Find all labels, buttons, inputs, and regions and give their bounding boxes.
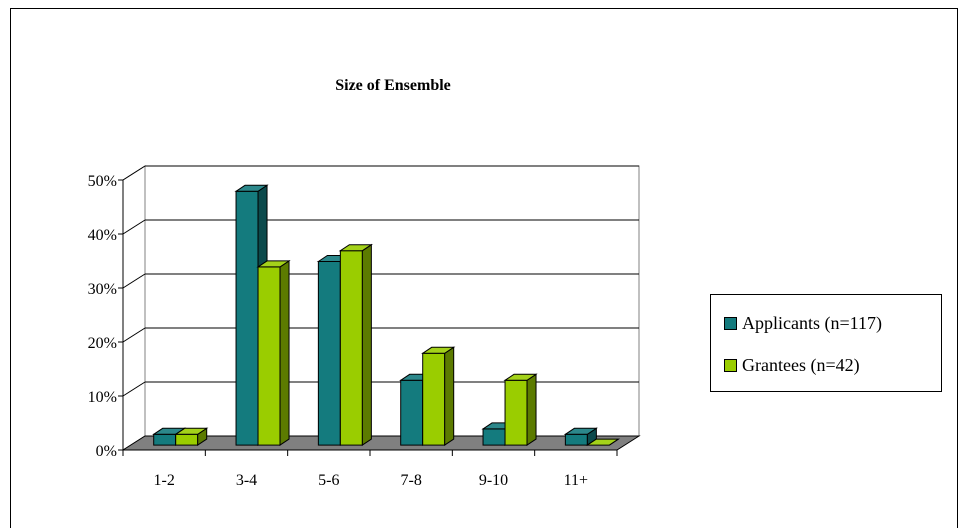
bar-top [563, 427, 599, 435]
y-tick-label: 0% [96, 443, 117, 460]
legend-label-grantees: Grantees (n=42) [742, 355, 860, 375]
y-tick-label: 20% [88, 335, 117, 352]
bar-top [338, 244, 374, 252]
bar-applicants-11+ [563, 427, 599, 447]
chart-frame [10, 8, 958, 528]
x-tick-label: 1-2 [154, 472, 175, 489]
bar-grantees-1-2 [174, 427, 209, 447]
bar-top [421, 346, 456, 354]
x-tick-label: 9-10 [479, 472, 508, 489]
bar-grantees-5-6 [338, 243, 374, 447]
y-tick-labels: 0% 10% 20% 30% 40% 50% [88, 173, 117, 460]
gridlines [122, 165, 639, 397]
bar-front [422, 352, 446, 446]
bar-grantees-7-8 [421, 346, 456, 447]
chart-walls [121, 165, 641, 451]
bar-front [317, 261, 341, 446]
gridline-side [122, 165, 146, 181]
y-tick-label: 40% [88, 227, 117, 244]
bar-grantees-3-4 [256, 259, 291, 447]
bar-front [235, 190, 259, 446]
bars [152, 184, 621, 447]
bar-chart: Size of Ensemble 0% 10% 20% 30% 40% 50% 1-2 3-… [88, 77, 641, 489]
bar-front [153, 433, 177, 446]
legend-item-applicants: Applicants (n=117) [724, 313, 882, 334]
bar-grantees-11+ [585, 438, 621, 446]
bar-top [234, 184, 269, 192]
bar-side [444, 346, 455, 447]
back-wall [144, 165, 640, 437]
x-tick-label: 3-4 [236, 472, 257, 489]
legend-swatch-applicants [724, 317, 737, 330]
legend-label-applicants: Applicants (n=117) [742, 313, 882, 333]
bar-top [503, 373, 538, 381]
bar-front [564, 433, 588, 446]
legend-swatch-grantees [724, 359, 737, 372]
x-tick-label: 7-8 [401, 472, 422, 489]
bar-top [174, 427, 209, 435]
y-tick-label: 50% [88, 173, 117, 190]
legend: Applicants (n=117) Grantees (n=42) [710, 294, 942, 392]
bar-top [585, 438, 621, 446]
bar-front [257, 266, 281, 446]
x-tick-label: 11+ [564, 472, 588, 489]
bar-top [256, 260, 291, 268]
bar-side [526, 373, 537, 447]
y-tick-label: 10% [88, 389, 117, 406]
bar-side [361, 243, 372, 447]
bar-front [339, 250, 363, 446]
bar-front [482, 428, 506, 446]
gridline-side [122, 381, 146, 397]
gridline-side [122, 219, 146, 235]
gridline-side [122, 273, 146, 289]
bar-side [279, 259, 290, 447]
side-wall [122, 165, 146, 451]
x-tick-label: 5-6 [318, 472, 339, 489]
x-tick-labels: 1-2 3-4 5-6 7-8 9-10 11+ [154, 472, 589, 489]
bar-front [400, 379, 424, 446]
bar-grantees-9-10 [503, 373, 538, 447]
legend-item-grantees: Grantees (n=42) [724, 355, 860, 376]
bar-front [504, 379, 528, 446]
axes [118, 179, 618, 456]
bar-front [175, 433, 199, 446]
y-tick-label: 30% [88, 281, 117, 298]
chart-title: Size of Ensemble [335, 77, 451, 94]
gridline-side [122, 327, 146, 343]
